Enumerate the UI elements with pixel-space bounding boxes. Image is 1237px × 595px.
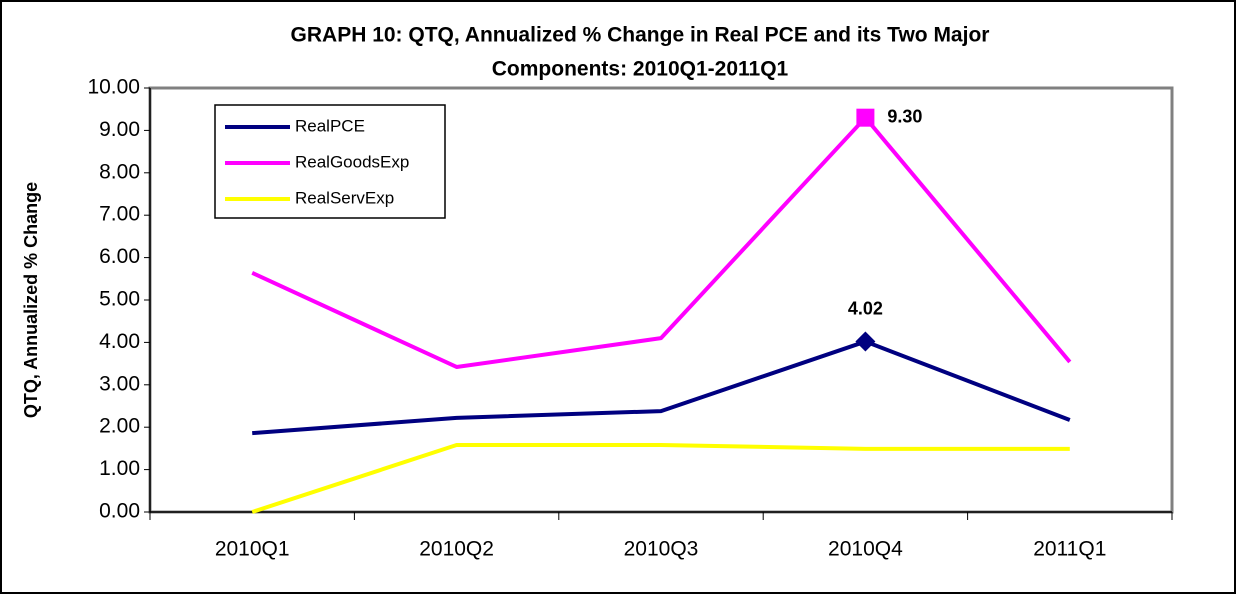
legend-label: RealServExp [295,188,394,207]
y-tick-label: 1.00 [99,457,140,480]
y-tick-label: 8.00 [99,160,140,183]
y-tick-label: 7.00 [99,203,140,226]
y-tick-label: 6.00 [99,245,140,268]
legend-label: RealPCE [295,116,365,135]
chart-title: GRAPH 10: QTQ, Annualized % Change in Re… [291,24,990,47]
y-tick-label: 0.00 [99,500,140,523]
y-tick-label: 5.00 [99,288,140,311]
data-label: 9.30 [887,106,922,126]
chart-title: Components: 2010Q1-2011Q1 [492,58,789,81]
y-tick-label: 10.00 [87,76,140,99]
x-tick-label: 2010Q1 [215,538,290,561]
x-tick-label: 2010Q3 [624,538,699,561]
x-tick-label: 2010Q2 [419,538,494,561]
point-marker [855,331,876,352]
y-tick-label: 3.00 [99,372,140,395]
series-line [251,115,1072,369]
series-line [251,443,1070,514]
series-line [252,339,1071,436]
y-tick-label: 9.00 [99,118,140,141]
x-tick-label: 2011Q1 [1033,538,1106,561]
data-label: 4.02 [848,298,883,318]
y-tick-label: 2.00 [99,415,140,438]
y-tick-label: 4.00 [99,330,140,353]
y-axis-label: QTQ, Annualized % Change [21,182,41,418]
x-tick-label: 2010Q4 [828,538,903,561]
legend-label: RealGoodsExp [295,152,409,171]
point-marker [856,108,875,127]
